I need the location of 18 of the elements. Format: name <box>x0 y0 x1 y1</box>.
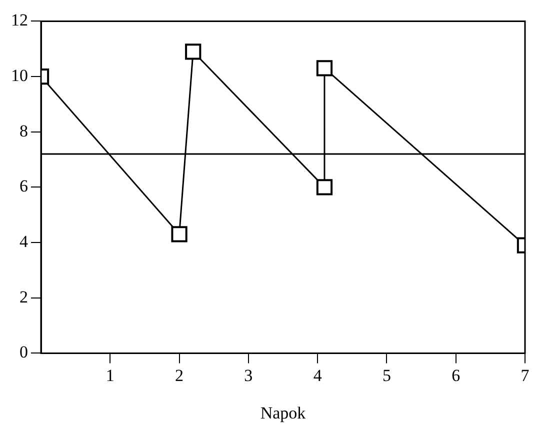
x-tick-label: 3 <box>244 366 253 385</box>
y-tick-label: 2 <box>20 287 28 306</box>
x-tick-label: 7 <box>520 366 530 385</box>
y-tick-label: 6 <box>20 176 28 196</box>
x-tick-label: 2 <box>175 366 184 385</box>
y-tick-label: 0 <box>20 342 28 362</box>
point <box>316 179 333 196</box>
y-tick-label: 4 <box>20 232 28 251</box>
y-tick-label: 10 <box>11 66 28 85</box>
y-tick-label: 8 <box>20 121 28 140</box>
x-tick-label: 1 <box>106 366 114 385</box>
y-tick-label: 12 <box>11 10 28 30</box>
x-tick-label: 4 <box>313 366 322 385</box>
x-tick-label: 6 <box>452 366 460 385</box>
x-tick-label: 5 <box>382 366 391 385</box>
x-axis-title: Napok <box>260 403 306 422</box>
point <box>185 44 202 60</box>
point <box>316 60 333 76</box>
